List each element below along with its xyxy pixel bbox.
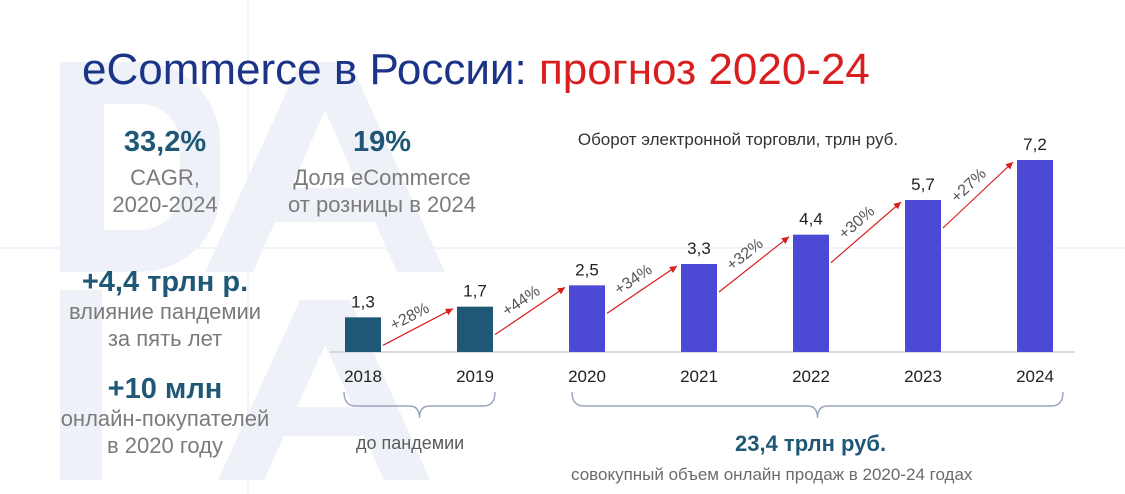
stat-share: 19% Доля eCommerce от розницы в 2024 xyxy=(272,126,492,218)
title-highlight: прогноз 2020-24 xyxy=(538,45,870,94)
bar-2023 xyxy=(905,200,941,352)
chart-title: Оборот электронной торговли, трлн руб. xyxy=(578,130,898,149)
stat-cagr: 33,2% CAGR, 2020-2024 xyxy=(85,126,245,218)
stat-pandemic-label-2: за пять лет xyxy=(107,326,223,351)
stat-cagr-label-1: CAGR, xyxy=(130,165,200,190)
pre-pandemic-label: до пандемии xyxy=(356,433,465,453)
growth-arrow-5 xyxy=(830,201,902,264)
stat-cagr-value: 33,2% xyxy=(123,126,207,158)
stat-buyers-value: +10 млн xyxy=(107,373,223,405)
growth-label-3: +34% xyxy=(612,261,656,298)
value-label-2023: 5,7 xyxy=(911,175,935,194)
value-label-2019: 1,7 xyxy=(463,282,487,301)
stat-pandemic-label-1: влияние пандемии xyxy=(68,299,262,324)
bar-2021 xyxy=(681,264,717,352)
brace-forecast-period xyxy=(571,391,1064,419)
growth-arrow-4 xyxy=(718,236,790,293)
title-main: eCommerce в России: xyxy=(82,45,539,94)
x-tick-label-2023: 2023 xyxy=(904,367,942,386)
growth-arrow-6 xyxy=(942,161,1014,229)
growth-label-1: +28% xyxy=(388,300,433,334)
stat-buyers-label-1: онлайн-покупателей xyxy=(60,406,270,431)
stat-share-label-2: от розницы в 2024 xyxy=(288,192,476,217)
growth-arrow-1 xyxy=(382,308,454,346)
bar-2022 xyxy=(793,234,829,352)
growth-label-5: +30% xyxy=(836,203,878,243)
x-tick-label-2018: 2018 xyxy=(344,367,382,386)
stat-cagr-label-2: 2020-2024 xyxy=(112,192,218,217)
stat-buyers-label-2: в 2020 году xyxy=(107,433,223,458)
x-tick-label-2021: 2021 xyxy=(680,367,718,386)
stat-pandemic-impact: +4,4 трлн р. влияние пандемии за пять ле… xyxy=(45,266,285,352)
page-title: eCommerce в России: прогноз 2020-24 xyxy=(82,48,870,92)
total-sales-value: 23,4 трлн руб. xyxy=(735,431,887,456)
bar-2020 xyxy=(569,285,605,352)
x-tick-label-2019: 2019 xyxy=(456,367,494,386)
x-tick-label-2022: 2022 xyxy=(792,367,830,386)
value-label-2024: 7,2 xyxy=(1023,135,1047,154)
value-label-2020: 2,5 xyxy=(575,260,599,279)
total-sales-description: совокупный объем онлайн продаж в 2020-24… xyxy=(571,465,973,484)
value-label-2022: 4,4 xyxy=(799,210,823,229)
growth-label-6: +27% xyxy=(948,165,990,206)
growth-arrow-2 xyxy=(494,286,566,336)
value-label-2021: 3,3 xyxy=(687,239,711,258)
x-tick-label-2024: 2024 xyxy=(1016,367,1054,386)
stat-share-label-1: Доля eCommerce xyxy=(293,165,471,190)
brace-pre-pandemic xyxy=(343,391,496,419)
bar-2024 xyxy=(1017,160,1053,352)
stat-share-value: 19% xyxy=(352,126,412,158)
growth-arrow-3 xyxy=(606,265,678,314)
x-tick-label-2020: 2020 xyxy=(568,367,606,386)
stat-pandemic-value: +4,4 трлн р. xyxy=(81,266,249,298)
value-label-2018: 1,3 xyxy=(351,292,375,311)
growth-label-2: +44% xyxy=(500,283,544,320)
stat-new-buyers: +10 млн онлайн-покупателей в 2020 году xyxy=(45,373,285,459)
bar-2019 xyxy=(457,306,493,352)
growth-label-4: +32% xyxy=(724,235,767,274)
bar-2018 xyxy=(345,317,381,352)
